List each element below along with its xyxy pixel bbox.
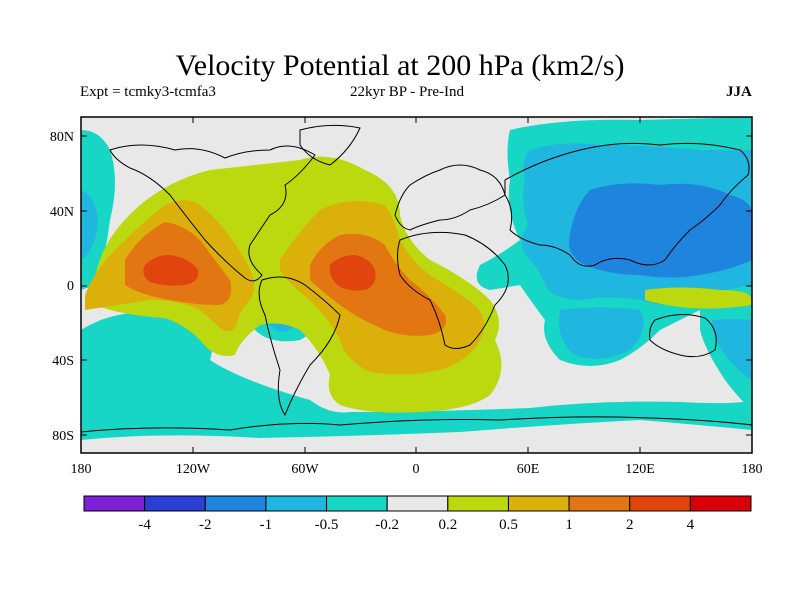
colorbar-swatch <box>568 495 631 512</box>
colorbar-swatch <box>144 495 206 512</box>
region-pos-0.2-indonesia <box>645 287 752 309</box>
coast-north-america <box>109 144 316 282</box>
region-neg-0.5-west-edge <box>81 190 98 260</box>
colorbar-label: 0.5 <box>499 517 518 533</box>
velocity-potential-field <box>81 117 752 453</box>
lon-tick-label: 0 <box>413 462 420 477</box>
lat-tick-label: 0 <box>67 279 74 294</box>
colorbar-swatch <box>265 495 328 512</box>
comparison-label: 22kyr BP - Pre-Ind <box>350 84 465 100</box>
colorbar-swatch <box>83 495 146 512</box>
colorbar-label: 0.2 <box>438 517 457 533</box>
lon-tick-label: 60E <box>517 462 540 477</box>
colorbar-swatch <box>204 495 267 512</box>
lat-tick-label: 80N <box>50 130 74 145</box>
map-title: Velocity Potential at 200 hPa (km2/s) <box>175 49 625 82</box>
colorbar-swatch <box>326 495 388 512</box>
region-neg-0.5-pacific-south <box>559 307 644 359</box>
season-label: JJA <box>726 84 752 100</box>
longitude-labels: 180 120W 60W 0 60E 120E 180 <box>71 462 763 477</box>
colorbar-swatch <box>689 495 752 512</box>
colorbar-swatch <box>386 495 449 512</box>
colorbar-labels: -4 -2 -1 -0.5 -0.2 0.2 0.5 1 2 4 <box>138 517 694 533</box>
colorbar-label: -0.5 <box>315 517 339 533</box>
experiment-label: Expt = tcmky3-tcmfa3 <box>80 84 216 100</box>
colorbar-label: -4 <box>138 517 151 533</box>
region-neg-1-asia <box>569 183 752 278</box>
lat-tick-label: 40S <box>52 354 74 369</box>
lat-tick-label: 80S <box>52 429 74 444</box>
tick-marks <box>80 117 753 453</box>
colorbar-label: 2 <box>626 517 634 533</box>
coast-asia <box>504 142 750 267</box>
region-neg-0.2-south-band <box>81 312 752 453</box>
region-pos-2 <box>143 255 376 291</box>
coast-africa <box>397 231 509 349</box>
colorbar-swatch <box>629 495 691 512</box>
coast-south-america <box>258 276 341 417</box>
lon-tick-label: 120W <box>176 462 211 477</box>
colorbar-swatch <box>447 495 509 512</box>
latitude-labels: 80N 40N 0 40S 80S <box>50 130 74 444</box>
region-pos-1 <box>125 222 446 336</box>
coastlines <box>81 124 752 433</box>
region-neg-0.5-australia-east <box>712 319 752 380</box>
colorbar-label: -1 <box>260 517 273 533</box>
lon-tick-label: 180 <box>742 462 763 477</box>
region-weak-southern-ocean <box>81 420 752 453</box>
lon-tick-label: 180 <box>71 462 92 477</box>
colorbar-label: -2 <box>199 517 212 533</box>
colorbar <box>83 495 752 512</box>
colorbar-label: 1 <box>565 517 573 533</box>
lon-tick-label: 60W <box>291 462 319 477</box>
colorbar-label: 4 <box>687 517 695 533</box>
lat-tick-label: 40N <box>50 205 74 220</box>
colorbar-swatch <box>507 495 570 512</box>
coast-greenland <box>299 124 361 166</box>
coast-antarctica <box>81 416 752 433</box>
lon-tick-label: 120E <box>625 462 655 477</box>
coast-australia <box>649 314 717 358</box>
colorbar-label: -0.2 <box>375 517 399 533</box>
